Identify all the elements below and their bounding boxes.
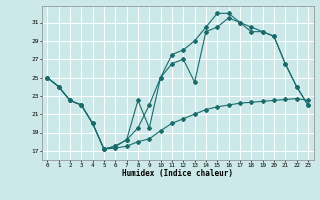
X-axis label: Humidex (Indice chaleur): Humidex (Indice chaleur): [122, 169, 233, 178]
